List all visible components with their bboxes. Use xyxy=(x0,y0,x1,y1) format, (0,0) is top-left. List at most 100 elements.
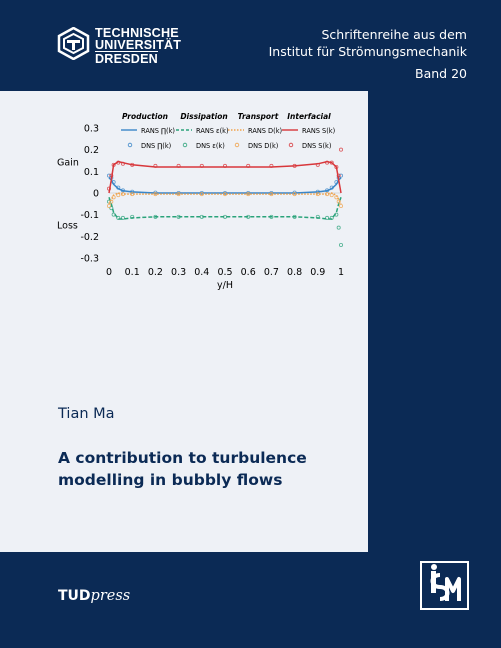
ism-logo-icon xyxy=(420,561,469,610)
publisher-logo: TUDpress xyxy=(58,588,130,604)
legend-marker-1 xyxy=(127,142,133,148)
data-point-7-2 xyxy=(111,162,116,167)
data-point-3-12 xyxy=(292,214,297,219)
gain-label: Gain xyxy=(57,158,79,169)
y-tick-label-2: 0.1 xyxy=(84,167,99,178)
legend-marker-5 xyxy=(234,142,240,148)
tu-dresden-logo: TECHNISCHE UNIVERSITÄT DRESDEN xyxy=(57,27,187,67)
y-tick-label-1: 0.2 xyxy=(84,145,99,156)
publisher-bold: TUD xyxy=(58,588,91,604)
logo-line-3: DRESDEN xyxy=(95,51,158,67)
data-point-7-12 xyxy=(292,163,297,168)
data-point-1-5 xyxy=(130,189,135,194)
data-point-5-16 xyxy=(334,195,339,200)
data-point-7-15 xyxy=(329,160,334,165)
x-tick-label-1: 0.1 xyxy=(125,267,140,278)
x-tick-label-4: 0.4 xyxy=(194,267,209,278)
data-point-5-1 xyxy=(109,199,114,204)
legend-label-5: DNS D(k) xyxy=(248,142,278,150)
x-tick-label-3: 0.3 xyxy=(171,267,186,278)
y-tick-label-6: -0.3 xyxy=(80,254,99,265)
data-point-5-18 xyxy=(338,204,343,209)
band-number: Band 20 xyxy=(415,66,467,81)
data-point-1-18 xyxy=(338,173,343,178)
data-point-5-9 xyxy=(222,192,227,197)
data-point-3-11 xyxy=(269,214,274,219)
y-tick-label-0: 0.3 xyxy=(84,124,99,135)
data-point-5-7 xyxy=(176,192,181,197)
data-point-7-14 xyxy=(325,160,330,165)
data-point-3-8 xyxy=(199,214,204,219)
logo-line-1: TECHNISCHE xyxy=(95,26,179,40)
data-point-3-4 xyxy=(120,215,125,220)
data-point-7-0 xyxy=(107,186,112,191)
data-point-3-3 xyxy=(116,215,121,220)
data-point-7-3 xyxy=(116,160,121,165)
data-point-5-10 xyxy=(246,192,251,197)
data-point-5-11 xyxy=(269,192,274,197)
data-point-3-1 xyxy=(109,206,114,211)
x-tick-label-2: 0.2 xyxy=(148,267,163,278)
data-point-1-2 xyxy=(111,180,116,185)
legend-label-2: RANS ε(k) xyxy=(196,127,229,135)
series-line-0 xyxy=(108,177,342,194)
x-tick-label-10: 1 xyxy=(338,267,344,278)
x-tick-label-6: 0.6 xyxy=(241,267,256,278)
series-line-6 xyxy=(108,160,342,194)
x-tick-label-5: 0.5 xyxy=(217,267,232,278)
data-point-5-8 xyxy=(199,192,204,197)
legend-label-1: DNS ∏(k) xyxy=(141,142,171,150)
data-point-3-5 xyxy=(130,214,135,219)
legend-marker-7 xyxy=(288,142,294,148)
data-point-1-4 xyxy=(120,188,125,193)
data-point-7-6 xyxy=(153,163,158,168)
legend-marker-3 xyxy=(182,142,188,148)
data-point-5-4 xyxy=(120,192,125,197)
data-point-1-14 xyxy=(325,188,330,193)
data-point-3-2 xyxy=(111,212,116,217)
data-point-5-17 xyxy=(336,199,341,204)
data-point-1-12 xyxy=(292,190,297,195)
data-point-3-14 xyxy=(325,215,330,220)
data-point-3-17 xyxy=(336,225,341,230)
data-point-5-12 xyxy=(292,192,297,197)
data-point-5-0 xyxy=(107,204,112,209)
data-point-7-17 xyxy=(336,173,341,178)
y-tick-label-4: -0.1 xyxy=(80,210,99,221)
author-name: Tian Ma xyxy=(58,406,115,422)
data-point-3-7 xyxy=(176,214,181,219)
data-point-3-6 xyxy=(153,214,158,219)
x-tick-label-9: 0.9 xyxy=(310,267,325,278)
publisher-italic: press xyxy=(90,588,131,604)
data-point-7-10 xyxy=(246,163,251,168)
data-point-5-13 xyxy=(315,192,320,197)
legend-label-4: RANS D(k) xyxy=(248,127,282,135)
y-tick-label-3: 0 xyxy=(93,189,99,200)
data-point-1-16 xyxy=(334,180,339,185)
data-point-1-0 xyxy=(107,173,112,178)
loss-label: Loss xyxy=(57,221,78,232)
series-title: Schriftenreihe aus dem Institut für Strö… xyxy=(269,26,467,60)
data-point-7-16 xyxy=(334,165,339,170)
legend-label-6: RANS S(k) xyxy=(302,127,335,135)
data-point-7-8 xyxy=(199,163,204,168)
y-tick-label-5: -0.2 xyxy=(80,232,99,243)
data-point-7-11 xyxy=(269,163,274,168)
data-point-3-16 xyxy=(334,212,339,217)
data-point-3-9 xyxy=(222,214,227,219)
data-point-7-5 xyxy=(130,162,135,167)
data-point-5-2 xyxy=(111,195,116,200)
legend-label-0: RANS ∏(k) xyxy=(141,127,175,135)
tu-dresden-emblem-icon xyxy=(57,27,90,60)
data-point-1-3 xyxy=(116,185,121,190)
x-tick-label-0: 0 xyxy=(106,267,112,278)
series-line-2 xyxy=(108,197,342,220)
legend-label-7: DNS S(k) xyxy=(302,142,331,150)
data-point-5-5 xyxy=(130,192,135,197)
data-point-7-13 xyxy=(315,162,320,167)
group-header-2: Transport xyxy=(238,112,279,121)
series-line-4 xyxy=(108,192,342,205)
group-header-0: Production xyxy=(122,112,168,121)
data-point-5-15 xyxy=(329,193,334,198)
